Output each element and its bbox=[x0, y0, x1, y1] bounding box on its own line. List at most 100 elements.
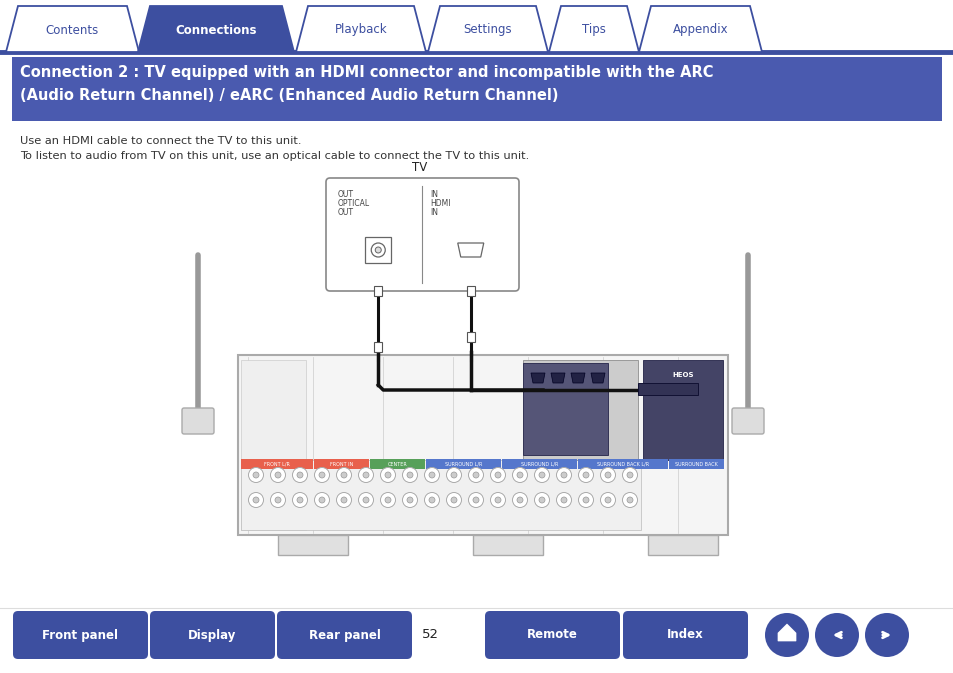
Polygon shape bbox=[295, 6, 426, 52]
FancyBboxPatch shape bbox=[473, 535, 542, 555]
Circle shape bbox=[253, 472, 258, 478]
Circle shape bbox=[446, 493, 461, 507]
Circle shape bbox=[473, 472, 478, 478]
Circle shape bbox=[626, 497, 633, 503]
Circle shape bbox=[340, 497, 347, 503]
FancyBboxPatch shape bbox=[374, 342, 382, 353]
Circle shape bbox=[622, 468, 637, 483]
Circle shape bbox=[358, 468, 374, 483]
FancyBboxPatch shape bbox=[12, 57, 941, 121]
Circle shape bbox=[604, 497, 610, 503]
Circle shape bbox=[578, 468, 593, 483]
Circle shape bbox=[253, 497, 258, 503]
FancyBboxPatch shape bbox=[466, 332, 475, 343]
Circle shape bbox=[402, 493, 417, 507]
FancyBboxPatch shape bbox=[13, 611, 148, 659]
Text: Connection 2 : TV equipped with an HDMI connector and incompatible with the ARC: Connection 2 : TV equipped with an HDMI … bbox=[20, 65, 713, 81]
Circle shape bbox=[274, 497, 281, 503]
Circle shape bbox=[271, 493, 285, 507]
FancyBboxPatch shape bbox=[277, 535, 348, 555]
Circle shape bbox=[495, 472, 500, 478]
Circle shape bbox=[764, 613, 808, 657]
Circle shape bbox=[626, 472, 633, 478]
Polygon shape bbox=[138, 6, 294, 52]
Polygon shape bbox=[548, 6, 639, 52]
Text: Appendix: Appendix bbox=[672, 24, 727, 36]
Circle shape bbox=[599, 493, 615, 507]
Text: SURROUND L/R: SURROUND L/R bbox=[444, 462, 481, 466]
Text: TV: TV bbox=[412, 161, 427, 174]
Circle shape bbox=[380, 493, 395, 507]
Text: Rear panel: Rear panel bbox=[308, 629, 380, 641]
Circle shape bbox=[451, 472, 456, 478]
Circle shape bbox=[407, 472, 413, 478]
FancyBboxPatch shape bbox=[241, 360, 306, 530]
FancyBboxPatch shape bbox=[370, 459, 424, 469]
Circle shape bbox=[512, 493, 527, 507]
Polygon shape bbox=[778, 624, 795, 641]
Circle shape bbox=[429, 472, 435, 478]
Text: HEOS: HEOS bbox=[672, 372, 693, 378]
Circle shape bbox=[517, 472, 522, 478]
Circle shape bbox=[318, 472, 325, 478]
Polygon shape bbox=[639, 6, 761, 52]
Text: FRONT L/R: FRONT L/R bbox=[264, 462, 290, 466]
FancyBboxPatch shape bbox=[638, 383, 698, 395]
Circle shape bbox=[512, 468, 527, 483]
Circle shape bbox=[358, 493, 374, 507]
FancyBboxPatch shape bbox=[314, 459, 369, 469]
FancyBboxPatch shape bbox=[182, 408, 213, 434]
Circle shape bbox=[296, 472, 303, 478]
Text: 52: 52 bbox=[421, 629, 438, 641]
FancyBboxPatch shape bbox=[622, 611, 747, 659]
Polygon shape bbox=[571, 373, 584, 383]
FancyBboxPatch shape bbox=[731, 408, 763, 434]
Circle shape bbox=[385, 472, 391, 478]
Circle shape bbox=[578, 493, 593, 507]
FancyBboxPatch shape bbox=[241, 459, 313, 469]
Circle shape bbox=[293, 468, 307, 483]
Text: HDMI: HDMI bbox=[430, 199, 451, 208]
Circle shape bbox=[517, 497, 522, 503]
Circle shape bbox=[429, 497, 435, 503]
Circle shape bbox=[314, 493, 329, 507]
Circle shape bbox=[534, 468, 549, 483]
Circle shape bbox=[340, 472, 347, 478]
Circle shape bbox=[864, 613, 908, 657]
Text: Contents: Contents bbox=[46, 24, 99, 36]
Circle shape bbox=[271, 468, 285, 483]
Text: IN: IN bbox=[430, 208, 438, 217]
Circle shape bbox=[604, 472, 610, 478]
Circle shape bbox=[274, 472, 281, 478]
FancyBboxPatch shape bbox=[522, 363, 607, 455]
FancyBboxPatch shape bbox=[276, 611, 412, 659]
Text: Connections: Connections bbox=[175, 24, 256, 36]
Circle shape bbox=[556, 468, 571, 483]
FancyBboxPatch shape bbox=[374, 285, 382, 296]
Circle shape bbox=[538, 472, 544, 478]
Circle shape bbox=[380, 468, 395, 483]
Circle shape bbox=[318, 497, 325, 503]
Text: OUT: OUT bbox=[337, 208, 354, 217]
Circle shape bbox=[814, 613, 858, 657]
Circle shape bbox=[363, 497, 369, 503]
FancyBboxPatch shape bbox=[241, 460, 640, 530]
Circle shape bbox=[402, 468, 417, 483]
Circle shape bbox=[446, 468, 461, 483]
Circle shape bbox=[622, 493, 637, 507]
Circle shape bbox=[538, 497, 544, 503]
Text: OUT: OUT bbox=[337, 190, 354, 199]
Circle shape bbox=[407, 497, 413, 503]
Circle shape bbox=[248, 468, 263, 483]
Text: Display: Display bbox=[188, 629, 236, 641]
Text: FRONT IN: FRONT IN bbox=[330, 462, 353, 466]
Circle shape bbox=[424, 468, 439, 483]
Text: Playback: Playback bbox=[335, 24, 387, 36]
Circle shape bbox=[468, 468, 483, 483]
Circle shape bbox=[534, 493, 549, 507]
Text: Index: Index bbox=[666, 629, 703, 641]
Text: SURROUND BACK L/R: SURROUND BACK L/R bbox=[597, 462, 648, 466]
Text: Remote: Remote bbox=[526, 629, 578, 641]
Circle shape bbox=[385, 497, 391, 503]
Circle shape bbox=[473, 497, 478, 503]
